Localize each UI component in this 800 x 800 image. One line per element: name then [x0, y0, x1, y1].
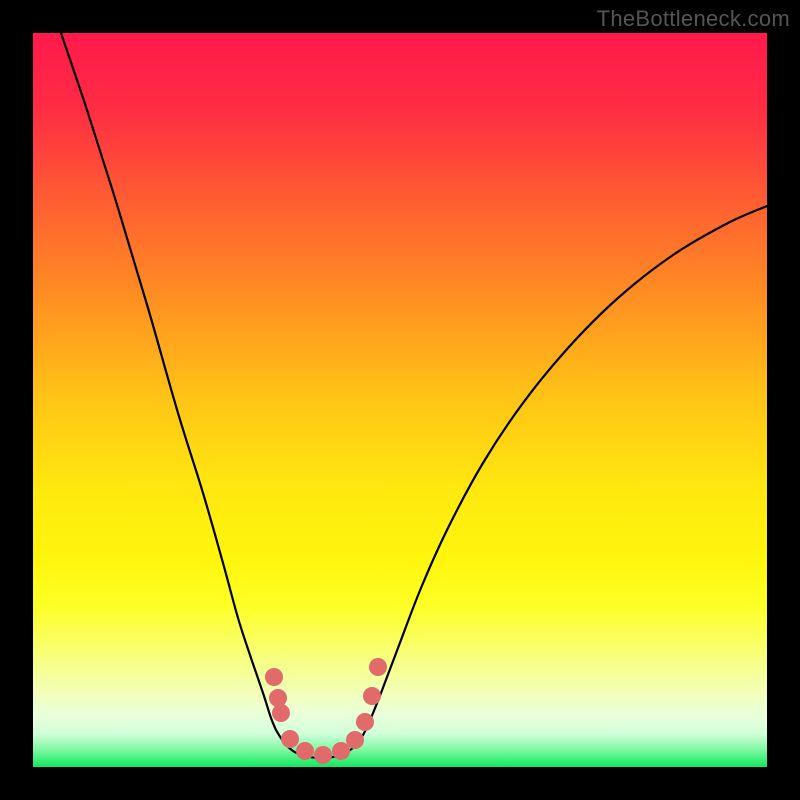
valley-markers — [33, 33, 767, 767]
valley-marker — [346, 731, 364, 749]
valley-marker — [265, 668, 283, 686]
valley-marker — [363, 687, 381, 705]
valley-marker — [281, 730, 299, 748]
valley-marker — [272, 704, 290, 722]
valley-marker — [314, 746, 332, 764]
valley-marker — [369, 658, 387, 676]
watermark-text: TheBottleneck.com — [597, 6, 790, 32]
valley-marker — [296, 742, 314, 760]
valley-marker — [356, 713, 374, 731]
plot-area — [33, 33, 767, 767]
